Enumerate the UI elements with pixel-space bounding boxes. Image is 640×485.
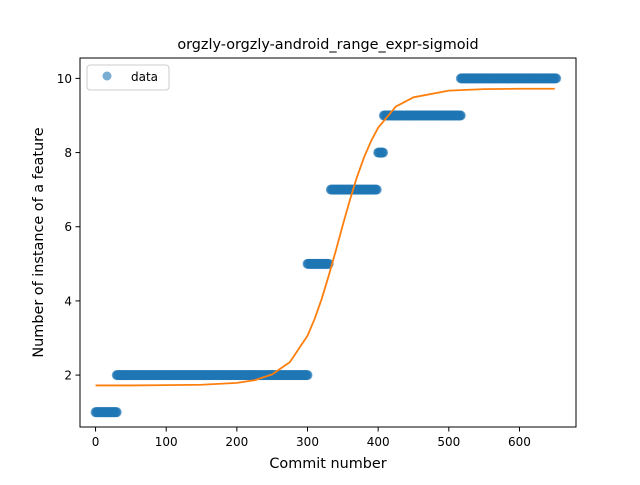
x-tick-label: 0 — [92, 435, 100, 449]
legend: data — [86, 64, 170, 91]
sigmoid-fit-line — [95, 87, 555, 387]
data-point — [551, 73, 562, 84]
legend-marker-data — [102, 71, 112, 81]
x-tick-label: 600 — [508, 435, 531, 449]
axes-frame — [79, 57, 577, 428]
y-axis-label: Number of instance of a feature — [31, 127, 47, 357]
plot-area — [90, 73, 562, 418]
y-tick-label: 2 — [64, 369, 72, 383]
data-point — [371, 184, 382, 195]
data-point — [111, 407, 122, 418]
data-point — [455, 110, 466, 121]
chart-title: orgzly-orgzly-android_range_expr-sigmoid — [177, 37, 478, 53]
x-tick-label: 500 — [437, 435, 460, 449]
x-tick-label: 300 — [296, 435, 319, 449]
x-tick-label: 100 — [155, 435, 178, 449]
legend-box — [86, 64, 170, 91]
x-axis-label: Commit number — [269, 456, 386, 472]
y-tick-label: 6 — [64, 220, 72, 234]
legend-label-data: data — [131, 70, 158, 84]
y-tick-label: 8 — [64, 146, 72, 160]
y-tick-label: 4 — [64, 294, 72, 308]
y-tick-label: 10 — [57, 72, 72, 86]
x-tick-label: 200 — [225, 435, 248, 449]
x-tick-label: 400 — [367, 435, 390, 449]
axis-ticks: 0 100 200 300 400 500 600 2 4 6 8 10 — [57, 72, 531, 449]
data-point — [378, 147, 389, 158]
data-point — [302, 370, 313, 381]
